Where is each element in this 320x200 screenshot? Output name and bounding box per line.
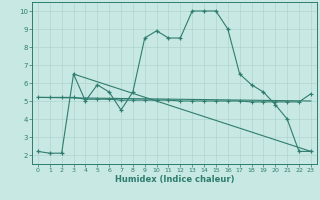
X-axis label: Humidex (Indice chaleur): Humidex (Indice chaleur) xyxy=(115,175,234,184)
